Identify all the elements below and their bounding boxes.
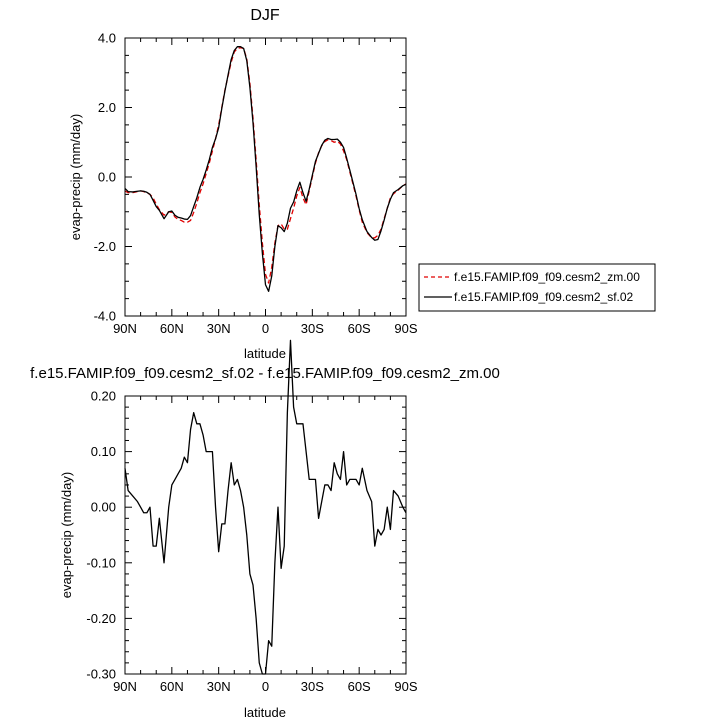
top-plot-title: DJF xyxy=(250,7,280,24)
top-plot-xtick-label: 90S xyxy=(394,321,417,336)
bottom-plot-panel: f.e15.FAMIP.f09_f09.cesm2_sf.02 - f.e15.… xyxy=(30,339,500,720)
top-plot-xtick-label: 30S xyxy=(301,321,324,336)
bottom-plot-xtick-label: 30S xyxy=(301,679,324,694)
top-plot-ytick-label: 4.0 xyxy=(98,31,116,46)
top-plot-xlabel: latitude xyxy=(244,346,286,361)
top-plot-xtick-label: 60N xyxy=(160,321,184,336)
top-plot-axis-ticks: 90N 60N 30N 0 30S 60S 90S -4.0 -2.0 0.0 2.0 4.0 xyxy=(94,31,418,337)
bottom-plot-ylabel: evap-precip (mm/day) xyxy=(59,472,74,598)
bottom-plot-xtick-label: 90S xyxy=(394,679,417,694)
top-plot-ytick-label: -2.0 xyxy=(94,239,116,254)
top-plot-series-sf xyxy=(124,46,407,292)
bottom-plot-xtick-label: 90N xyxy=(113,679,137,694)
bottom-plot-ytick-label: -0.20 xyxy=(86,611,116,626)
bottom-plot-ytick-label: 0.20 xyxy=(91,389,116,404)
top-plot-xtick-label: 90N xyxy=(113,321,137,336)
top-plot-ytick-label: 2.0 xyxy=(98,100,116,115)
bottom-plot-xtick-label: 0 xyxy=(262,679,269,694)
bottom-plot-ytick-label: -0.10 xyxy=(86,555,116,570)
bottom-plot-ytick-label: 0.10 xyxy=(91,444,116,459)
legend-label-zm: f.e15.FAMIP.f09_f09.cesm2_zm.00 xyxy=(454,270,640,284)
top-plot-xtick-label: 60S xyxy=(348,321,371,336)
legend: f.e15.FAMIP.f09_f09.cesm2_zm.00 f.e15.FA… xyxy=(418,263,656,312)
bottom-plot-series-group xyxy=(124,339,407,675)
bottom-plot-axis-ticks: 90N 60N 30N 0 30S 60S 90S -0.30 -0.20 -0.10 0.00 0.… xyxy=(86,389,418,695)
bottom-plot-ytick-label: 0.00 xyxy=(91,500,116,515)
bottom-plot-frame xyxy=(124,395,407,675)
top-plot-panel: DJF 90N 60N 30N 0 30S 60S 90S -4.0 -2.0 0.0 2.0 4.0… xyxy=(68,7,418,361)
bottom-plot-title: f.e15.FAMIP.f09_f09.cesm2_sf.02 - f.e15.… xyxy=(30,365,500,382)
legend-box xyxy=(418,263,656,312)
legend-label-sf: f.e15.FAMIP.f09_f09.cesm2_sf.02 xyxy=(454,290,634,304)
bottom-plot-xtick-label: 30N xyxy=(207,679,231,694)
top-plot-series-zm xyxy=(124,47,407,284)
bottom-plot-xtick-label: 60N xyxy=(160,679,184,694)
bottom-plot-series-line xyxy=(124,339,407,675)
top-plot-xtick-label: 30N xyxy=(207,321,231,336)
top-plot-xtick-label: 0 xyxy=(262,321,269,336)
bottom-plot-ytick-label: -0.30 xyxy=(86,667,116,682)
top-plot-series-group xyxy=(124,46,407,292)
bottom-plot-xlabel: latitude xyxy=(244,705,286,720)
bottom-plot-xtick-label: 60S xyxy=(348,679,371,694)
top-plot-ytick-label: -4.0 xyxy=(94,309,116,324)
top-plot-ytick-label: 0.0 xyxy=(98,170,116,185)
top-plot-ylabel: evap-precip (mm/day) xyxy=(68,114,83,240)
